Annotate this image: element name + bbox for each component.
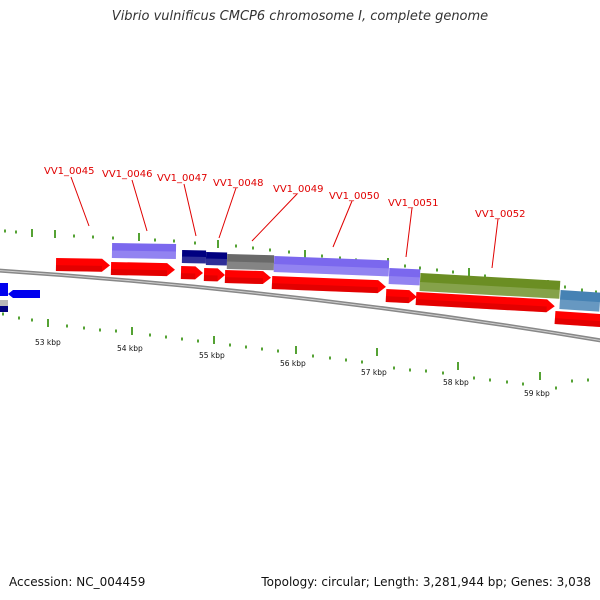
forward-cds-shade	[385, 296, 409, 304]
cog-block-fill	[111, 243, 177, 260]
kbp-label: 56 kbp	[280, 359, 306, 368]
cog-block-fill	[181, 250, 207, 264]
gene-label-leader	[70, 176, 90, 227]
gene-label: VV1_0050	[329, 191, 380, 202]
forward-cds-shade	[224, 277, 263, 285]
cog-block-gray	[226, 254, 275, 271]
cog-category-lane	[111, 243, 600, 312]
forward-cds-fill	[55, 258, 110, 272]
kbp-label: 53 kbp	[35, 338, 61, 347]
cog-block-shade	[226, 261, 274, 271]
gene-label: VV1_0048	[213, 178, 264, 189]
forward-cds-arrow	[415, 292, 555, 313]
forward-cds-shade	[110, 269, 167, 277]
forward-cds-arrow	[271, 276, 386, 294]
forward-cds-fill	[180, 266, 203, 280]
forward-cds-arrow	[385, 289, 417, 304]
cog-block-shade	[388, 276, 420, 286]
forward-cds-shade	[415, 299, 547, 313]
cog-block-shade	[205, 258, 227, 266]
reverse-cds-fill	[0, 283, 8, 296]
reverse-cds-arrow	[8, 290, 40, 298]
gene-label: VV1_0052	[475, 209, 526, 220]
forward-cds-shade	[180, 273, 196, 280]
forward-cds-arrow	[224, 270, 271, 285]
forward-cds-arrow	[55, 258, 110, 272]
gene-label-group: VV1_0045 VV1_0046 VV1_0047 VV1_0048 VV1_0049…	[44, 166, 526, 220]
gene-label-leader	[332, 200, 353, 248]
cog-block-fill	[419, 273, 561, 299]
forward-cds-fill	[415, 292, 555, 313]
forward-cds-fill	[224, 270, 271, 285]
outer-tick-ring	[4, 229, 597, 294]
forward-cds-arrow	[203, 268, 225, 282]
cog-block-shade	[111, 250, 176, 260]
gene-label-leader	[491, 218, 499, 269]
cog-block-purple	[111, 243, 177, 260]
cog-block-fill	[273, 256, 390, 277]
forward-cds-fill	[110, 262, 175, 277]
gene-label: VV1_0047	[157, 173, 208, 184]
forward-cds-shade	[271, 283, 378, 294]
cog-block-olive	[419, 273, 561, 299]
forward-cds-lane	[55, 258, 600, 328]
accession-text: Accession: NC_004459	[9, 575, 146, 589]
forward-cds-shade	[554, 318, 600, 328]
cog-block-fill	[388, 268, 421, 286]
forward-cds-shade	[203, 275, 218, 282]
gene-label-leader	[405, 207, 413, 258]
kbp-label: 54 kbp	[117, 344, 143, 353]
gene-label: VV1_0046	[102, 169, 153, 180]
cog-block-navy	[181, 250, 207, 264]
forward-cds-fill	[203, 268, 225, 282]
cog-block-fill	[226, 254, 275, 271]
kbp-label: 58 kbp	[443, 378, 469, 387]
cog-block-shade	[419, 282, 560, 299]
cog-block-purple	[273, 256, 390, 277]
kbp-label: 59 kbp	[524, 389, 550, 398]
gene-label: VV1_0045	[44, 166, 95, 177]
cog-block-navy-small	[0, 306, 8, 312]
backbone-lane	[0, 268, 600, 343]
cog-block-navy	[205, 252, 228, 266]
reverse-cds-fill	[8, 290, 40, 298]
forward-cds-arrow	[554, 311, 600, 328]
backbone-highlight	[0, 270, 600, 341]
forward-cds-shade	[55, 265, 102, 272]
forward-cds-fill	[385, 289, 417, 304]
gene-label-leader	[183, 183, 197, 237]
topology-text: Topology: circular; Length: 3,281,944 bp…	[261, 575, 591, 589]
cog-block-shade	[181, 256, 206, 264]
forward-cds-arrow	[180, 266, 203, 280]
reverse-cds-arrow	[0, 283, 8, 296]
cog-block-shade	[273, 263, 389, 277]
gene-label: VV1_0049	[273, 184, 324, 195]
inner-tick-ring	[2, 312, 589, 390]
cog-block-steelblue	[559, 290, 600, 312]
map-title: Vibrio vulnificus CMCP6 chromosome I, co…	[111, 9, 489, 24]
cog-block-gray-small	[0, 300, 8, 306]
kbp-label: 57 kbp	[361, 368, 387, 377]
cog-block-shade	[559, 299, 600, 312]
label-leader-lines	[70, 176, 499, 269]
cog-block-fill	[559, 290, 600, 312]
reverse-cds-lane	[0, 283, 40, 312]
forward-cds-fill	[271, 276, 386, 294]
gene-label-leader	[218, 187, 237, 239]
forward-cds-arrow	[110, 262, 175, 277]
gene-label-leader	[131, 179, 148, 232]
cog-block-fill	[205, 252, 228, 266]
gene-label-leader	[251, 193, 298, 242]
cog-block-purple	[388, 268, 421, 286]
kbp-label-group: 53 kbp 54 kbp 55 kbp 56 kbp 57 kbp 58 kbp 59 k…	[35, 338, 550, 398]
kbp-label: 55 kbp	[199, 351, 225, 360]
gene-label: VV1_0051	[388, 198, 439, 209]
